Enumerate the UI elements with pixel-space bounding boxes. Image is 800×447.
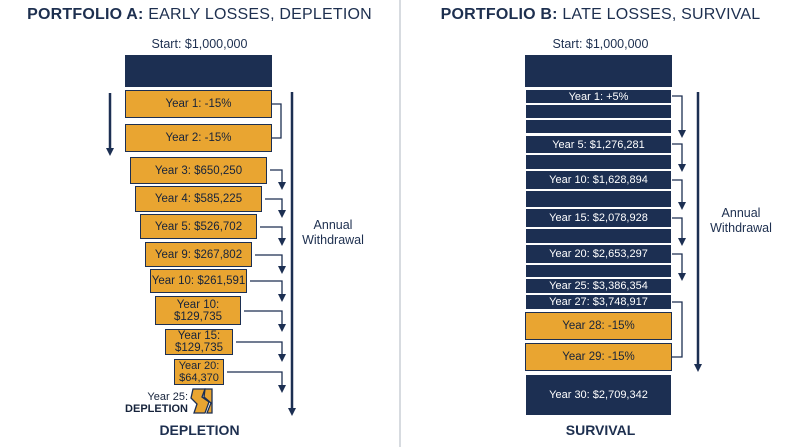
- portfolio-a-footer: DEPLETION: [159, 422, 240, 438]
- portfolio-a-box: Year 2: -15%: [125, 124, 272, 152]
- portfolio-b-bar: [525, 119, 672, 134]
- portfolio-a-title: PORTFOLIO A: EARLY LOSSES, DEPLETION: [0, 6, 399, 24]
- portfolio-b-start-label: Start: $1,000,000: [552, 37, 649, 51]
- portfolio-a-box: Year 4: $585,225: [135, 186, 262, 212]
- portfolio-b-bar: [525, 154, 672, 170]
- panel-divider: [399, 0, 401, 447]
- portfolio-a-box: Year 9: $267,802: [145, 242, 252, 267]
- portfolio-a-box: Year 3: $650,250: [130, 157, 267, 184]
- portfolio-b-arrows: [672, 92, 702, 372]
- portfolio-a-box: Year 20: $64,370: [174, 359, 224, 385]
- portfolio-b-annual-withdrawal-label: Annual Withdrawal: [710, 206, 772, 235]
- portfolio-a-box: Year 10: $129,735: [155, 296, 241, 325]
- portfolio-b-bar: Year 20: $2,653,297: [525, 244, 672, 264]
- portfolio-b-title: PORTFOLIO B: LATE LOSSES, SURVIVAL: [401, 6, 800, 24]
- depletion-year: Year 25:: [147, 391, 188, 403]
- portfolio-a-box: Year 10: $261,591: [150, 269, 247, 293]
- portfolio-b-bar: Year 25: $3,386,354: [525, 278, 672, 294]
- portfolio-b-footer: SURVIVAL: [565, 422, 636, 438]
- portfolio-b-final-bar: Year 30: $2,709,342: [525, 374, 672, 416]
- portfolio-b-bar: [525, 264, 672, 278]
- portfolio-b-loss-bar: Year 28: -15%: [525, 312, 672, 340]
- portfolio-b-bar: Year 10: $1,628,894: [525, 170, 672, 190]
- portfolio-b-bar: Year 1: +5%: [525, 89, 672, 104]
- depletion-word: DEPLETION: [125, 403, 188, 415]
- portfolio-b-title-strong: PORTFOLIO B:: [440, 6, 558, 23]
- step-arrows: [227, 169, 286, 393]
- portfolio-b-loss-bar: Year 29: -15%: [525, 343, 672, 371]
- portfolio-b-panel: PORTFOLIO B: LATE LOSSES, SURVIVAL Start…: [401, 0, 800, 447]
- portfolio-a-box: Year 15: $129,735: [165, 329, 233, 355]
- portfolio-b-bar: [525, 104, 672, 119]
- step-arrows: [672, 95, 686, 358]
- portfolio-b-bar: [525, 228, 672, 244]
- portfolio-b-title-rest: LATE LOSSES, SURVIVAL: [562, 6, 761, 23]
- portfolio-b-bar: Year 27: $3,748,917: [525, 294, 672, 310]
- portfolio-a-box: Year 5: $526,702: [140, 214, 257, 239]
- portfolio-b-start-block: [525, 55, 672, 87]
- portfolio-a-title-strong: PORTFOLIO A:: [27, 6, 144, 23]
- portfolio-a-start-block: [125, 55, 272, 87]
- bracket: [272, 103, 282, 139]
- portfolio-a-depletion-label: Year 25: DEPLETION: [118, 391, 188, 415]
- portfolio-a-arrows: [106, 92, 296, 416]
- portfolio-a-annual-withdrawal-label: Annual Withdrawal: [302, 218, 364, 247]
- portfolio-a-panel: PORTFOLIO A: EARLY LOSSES, DEPLETION Sta…: [0, 0, 399, 447]
- portfolio-b-bar: Year 5: $1,276,281: [525, 135, 672, 154]
- depletion-broken-block-icon: [190, 388, 213, 414]
- portfolio-a-box: Year 1: -15%: [125, 90, 272, 118]
- portfolio-a-start-label: Start: $1,000,000: [151, 37, 248, 51]
- portfolio-a-title-rest: EARLY LOSSES, DEPLETION: [148, 6, 372, 23]
- portfolio-b-bar: [525, 190, 672, 208]
- portfolio-b-bar: Year 15: $2,078,928: [525, 208, 672, 228]
